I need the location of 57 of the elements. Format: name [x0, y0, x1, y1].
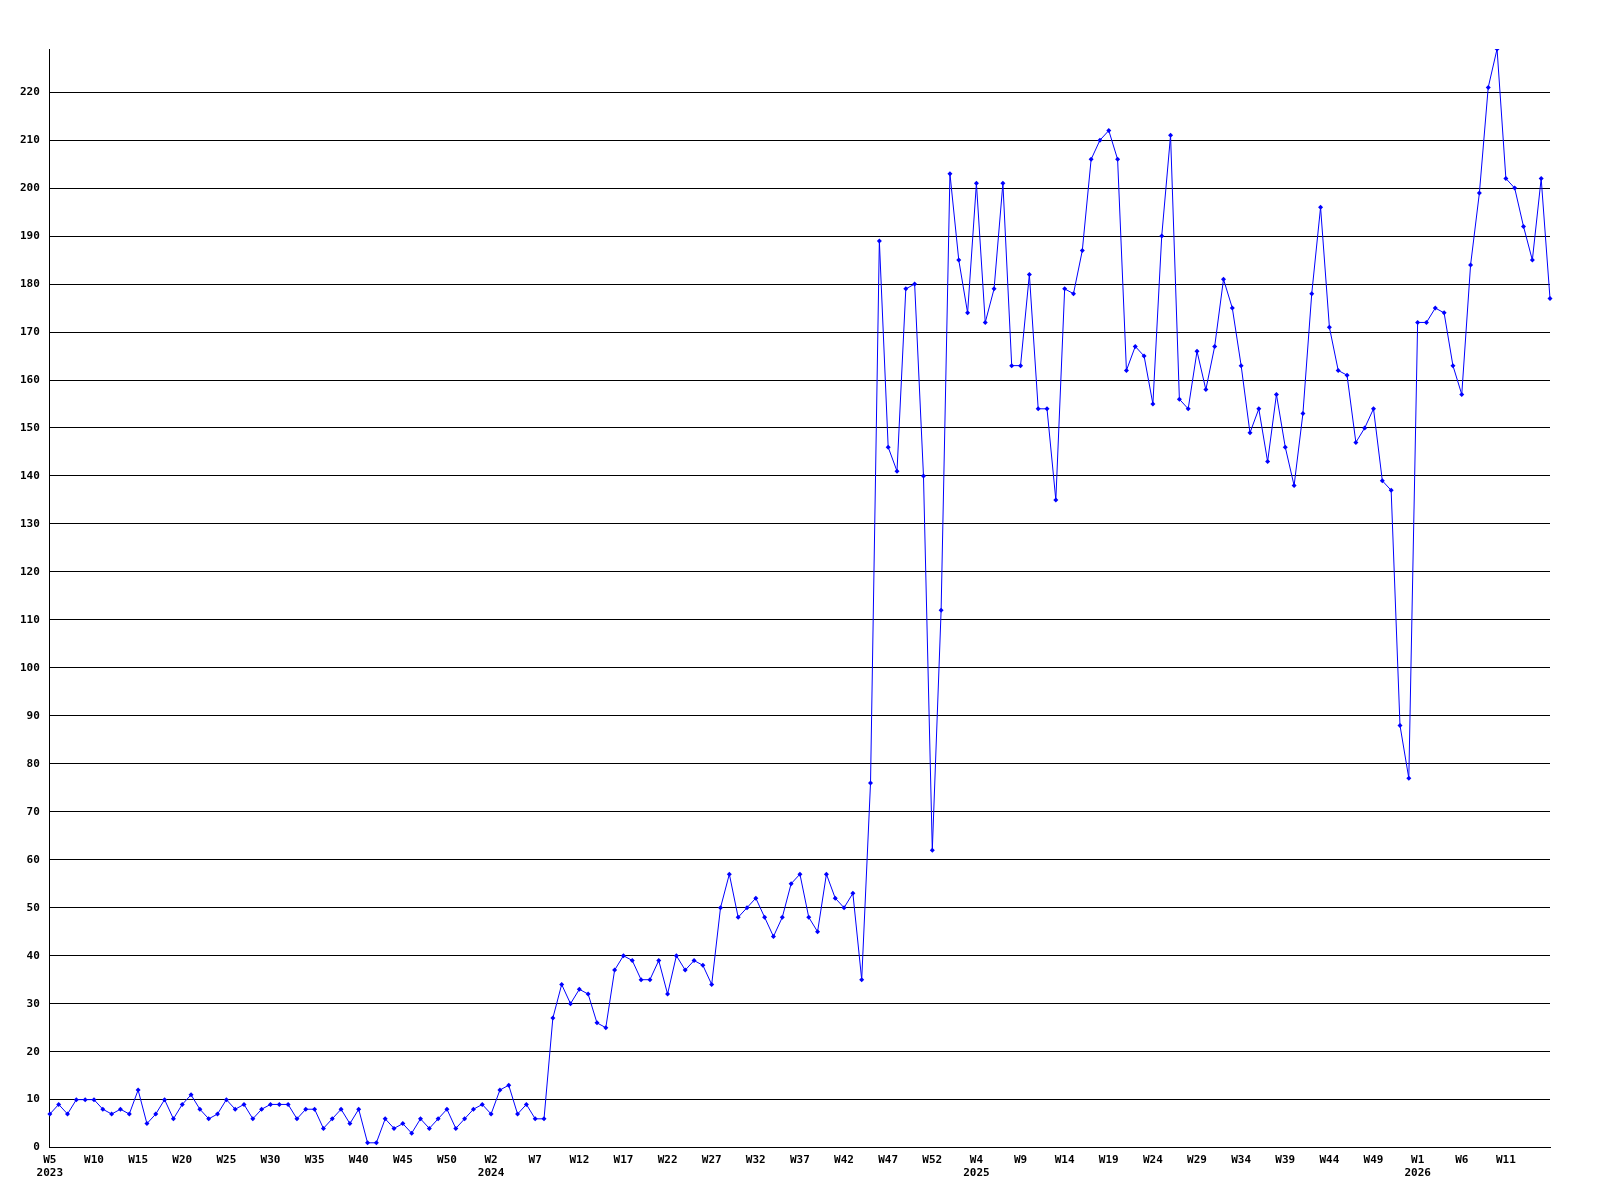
x-tick-label: W7 [528, 1153, 542, 1167]
y-tick-label: 10 [26, 1092, 40, 1106]
y-tick-label: 120 [19, 564, 40, 578]
y-tick-label: 30 [26, 996, 40, 1010]
y-tick-label: 50 [26, 900, 40, 914]
x-tick-label: W45 [392, 1153, 413, 1167]
y-tick-label: 190 [19, 228, 40, 242]
y-tick-label: 0 [33, 1140, 40, 1154]
y-tick-label: 90 [26, 708, 40, 722]
x-tick-label: W52 [922, 1153, 943, 1167]
x-tick-label: W22 [657, 1153, 678, 1167]
x-tick-label: W24 [1142, 1153, 1164, 1167]
y-tick-label: 60 [26, 852, 40, 866]
y-tick-label: 170 [19, 324, 40, 338]
x-tick-label: W10 [84, 1153, 104, 1167]
y-tick-label: 160 [19, 372, 40, 386]
x-tick-label: W11 [1495, 1153, 1517, 1167]
x-tick-label: W15 [128, 1153, 149, 1167]
y-tick-label: 140 [19, 468, 40, 482]
y-tick-label: 180 [19, 276, 40, 290]
y-tick-label: 80 [26, 756, 40, 770]
x-tick-label: W37 [790, 1153, 810, 1167]
x-tick-label: W32 [745, 1153, 766, 1167]
x-tick-label: W12 [569, 1153, 590, 1167]
y-tick-label: 110 [19, 612, 40, 626]
y-tick-label: 70 [26, 804, 40, 818]
x-tick-label: W39 [1275, 1153, 1296, 1167]
y-tick-label: 130 [19, 516, 40, 530]
x-tick-label: W2 2024 [477, 1153, 505, 1180]
y-tick-label: 210 [19, 133, 40, 147]
y-tick-label: 200 [19, 180, 40, 194]
x-tick-label: W49 [1363, 1153, 1384, 1167]
x-tick-label: W5 2023 [36, 1153, 64, 1180]
x-tick-label: W20 [172, 1153, 193, 1167]
x-tick-label: W34 [1231, 1153, 1252, 1167]
y-tick-label: 220 [19, 85, 40, 99]
x-tick-label: W19 [1098, 1153, 1119, 1167]
x-tick-label: W30 [260, 1153, 281, 1167]
x-tick-label: W44 [1319, 1153, 1340, 1167]
y-tick-label: 40 [26, 948, 40, 962]
y-tick-label: 100 [19, 660, 40, 674]
x-tick-label: W29 [1187, 1153, 1207, 1167]
x-tick-label: W42 [834, 1153, 854, 1167]
y-tick-label: 150 [19, 420, 40, 434]
x-tick-label: W35 [304, 1153, 325, 1167]
x-tick-label: W1 2026 [1404, 1153, 1432, 1180]
y-tick-label: 20 [26, 1044, 40, 1058]
x-tick-label: W40 [348, 1153, 369, 1167]
x-tick-label: W9 [1013, 1153, 1028, 1167]
x-tick-label: W25 [216, 1153, 237, 1167]
x-tick-label: W14 [1054, 1153, 1075, 1167]
x-tick-label: W47 [878, 1153, 899, 1167]
x-tick-label: W4 2025 [963, 1153, 990, 1180]
x-tick-label: W27 [701, 1153, 722, 1167]
x-tick-label: W6 [1455, 1153, 1469, 1167]
x-tick-label: W50 [437, 1153, 457, 1167]
x-tick-label: W17 [613, 1153, 634, 1167]
